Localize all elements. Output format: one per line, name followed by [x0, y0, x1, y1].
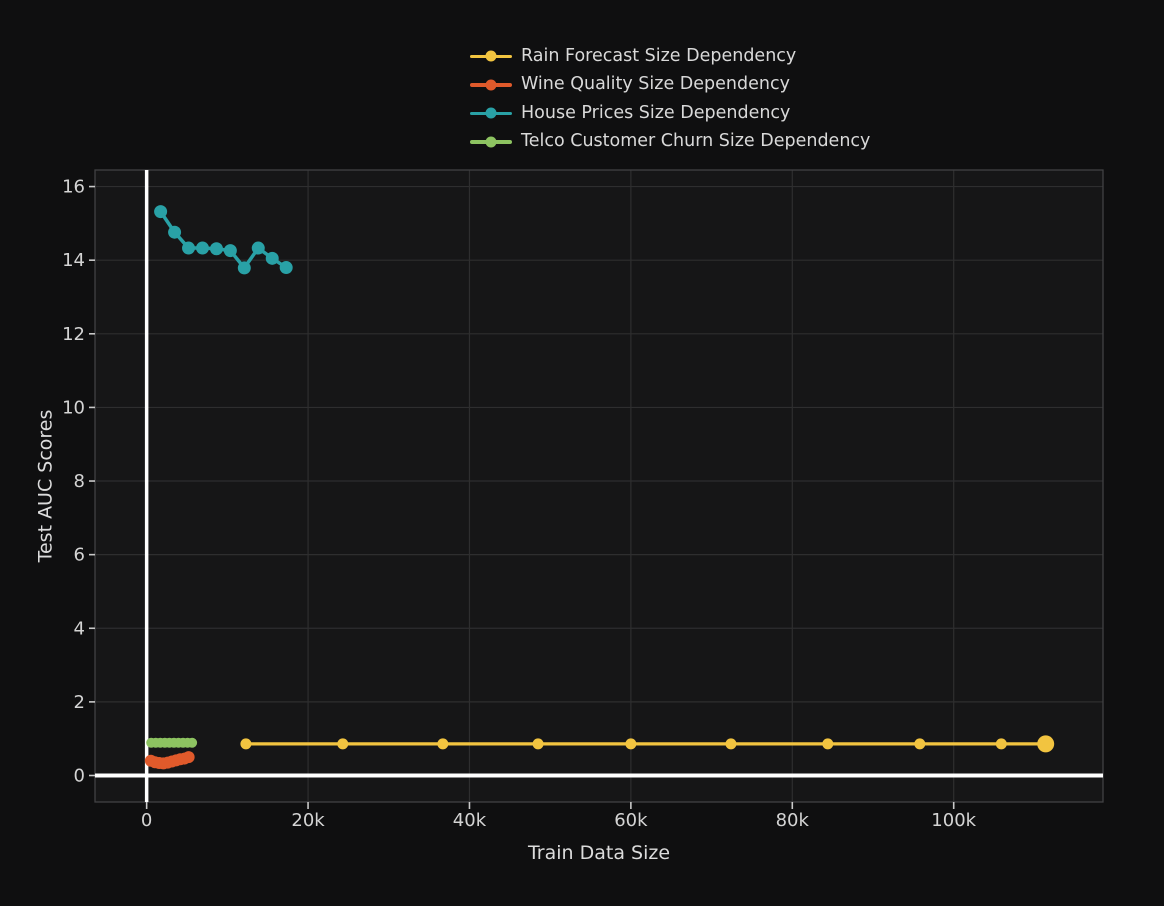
x-tick-label: 0	[141, 810, 152, 831]
x-tick-label: 20k	[291, 810, 325, 831]
series-point-rain-forecast	[437, 738, 449, 750]
series-line-house-prices	[158, 209, 288, 270]
series-point-rain-forecast	[532, 738, 544, 750]
y-tick-label: 14	[62, 250, 85, 271]
y-tick-label: 10	[62, 397, 85, 418]
y-tick-label: 16	[62, 177, 85, 198]
series-point-rain-forecast	[337, 738, 349, 750]
series-point-house-prices	[251, 241, 265, 255]
series-point-house-prices	[237, 261, 251, 275]
y-tick-label: 8	[74, 471, 85, 492]
plot-area	[95, 170, 1103, 802]
legend-line-marker	[470, 107, 512, 119]
series-point-house-prices	[182, 241, 196, 255]
legend-item-rain-forecast: Rain Forecast Size Dependency	[470, 42, 870, 71]
legend-dot-marker	[485, 50, 497, 62]
y-axis-title-wrap: Test AUC Scores	[20, 170, 70, 802]
series-point-house-prices	[279, 261, 293, 275]
y-axis-title: Test AUC Scores	[34, 409, 56, 563]
series-point-house-prices	[265, 251, 279, 265]
series-point-rain-forecast	[914, 738, 926, 750]
legend-line-marker	[470, 50, 512, 62]
series-point-house-prices	[154, 205, 168, 219]
legend-label: Rain Forecast Size Dependency	[521, 45, 797, 66]
series-point-telco-customer-churn	[187, 737, 198, 748]
legend-item-telco-churn: Telco Customer Churn Size Dependency	[470, 128, 870, 157]
legend-label: Wine Quality Size Dependency	[521, 74, 790, 95]
y-tick-label: 12	[62, 324, 85, 345]
y-tick-label: 2	[74, 692, 85, 713]
y-tick-label: 4	[74, 618, 85, 639]
series-point-house-prices	[168, 225, 182, 239]
x-tick-label: 60k	[614, 810, 648, 831]
legend-label: Telco Customer Churn Size Dependency	[521, 131, 871, 152]
series-point-rain-forecast	[822, 738, 834, 750]
series-point-rain-forecast	[725, 738, 737, 750]
x-tick-label: 80k	[776, 810, 810, 831]
x-tick-label: 40k	[453, 810, 487, 831]
series-point-house-prices	[195, 241, 209, 255]
x-axis-title: Train Data Size	[527, 842, 671, 864]
legend-item-wine-quality: Wine Quality Size Dependency	[470, 71, 870, 100]
x-tick-label: 100k	[931, 810, 976, 831]
legend-dot-marker	[485, 136, 497, 148]
series-point-rain-forecast	[625, 738, 637, 750]
series-point-rain-forecast	[240, 738, 252, 750]
legend-line-marker	[470, 79, 512, 91]
series-point-house-prices	[223, 244, 237, 258]
legend-dot-marker	[485, 107, 497, 119]
y-tick-label: 0	[74, 765, 85, 786]
legend-dot-marker	[485, 79, 497, 91]
legend-label: House Prices Size Dependency	[521, 102, 791, 123]
legend: Rain Forecast Size Dependency Wine Quali…	[470, 42, 870, 156]
y-tick-label: 6	[74, 545, 85, 566]
legend-item-house-prices: House Prices Size Dependency	[470, 99, 870, 128]
legend-line-marker	[470, 136, 512, 148]
plot-border	[94, 169, 1104, 803]
series-point-wine-quality	[182, 751, 195, 764]
series-point-house-prices	[209, 242, 223, 256]
series-point-rain-forecast	[995, 738, 1007, 750]
series-point-rain-forecast	[1037, 735, 1055, 753]
